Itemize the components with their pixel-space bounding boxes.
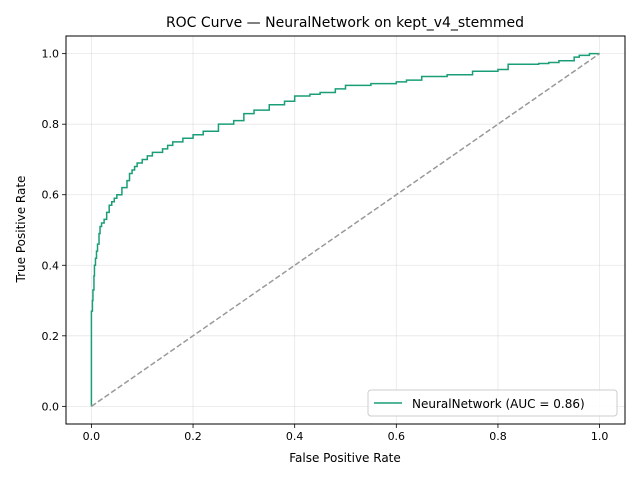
plot-frame <box>65 35 626 425</box>
y-tick-label: 0.0 <box>42 400 60 413</box>
roc-curve-line <box>90 52 600 407</box>
x-axis-label: False Positive Rate <box>289 451 401 465</box>
x-tick-label: 0.0 <box>83 430 101 443</box>
axis-ticks: 0.0 0.2 0.4 0.6 0.8 1.0 0.0 0.2 0.4 0.6 0.8 1.0 <box>42 48 609 443</box>
x-tick-label: 0.8 <box>489 430 507 443</box>
x-tick-label: 0.6 <box>388 430 406 443</box>
legend-label-neuralnetwork: NeuralNetwork (AUC = 0.86) <box>412 397 585 411</box>
x-tick-label: 1.0 <box>591 430 609 443</box>
y-tick-label: 0.4 <box>42 259 60 272</box>
series-layer <box>90 52 601 407</box>
legend-box <box>367 389 618 417</box>
y-tick-label: 1.0 <box>42 48 60 61</box>
y-axis-label: True Positive Rate <box>14 176 28 284</box>
chart-title: ROC Curve — NeuralNetwork on kept_v4_ste… <box>166 15 524 31</box>
y-tick-label: 0.6 <box>42 189 60 202</box>
legend: NeuralNetwork (AUC = 0.86) <box>367 389 618 417</box>
x-tick-label: 0.2 <box>184 430 202 443</box>
x-tick-label: 0.4 <box>286 430 304 443</box>
chance-diagonal-line <box>90 53 601 407</box>
y-tick-label: 0.2 <box>42 330 60 343</box>
y-tick-label: 0.8 <box>42 118 60 131</box>
